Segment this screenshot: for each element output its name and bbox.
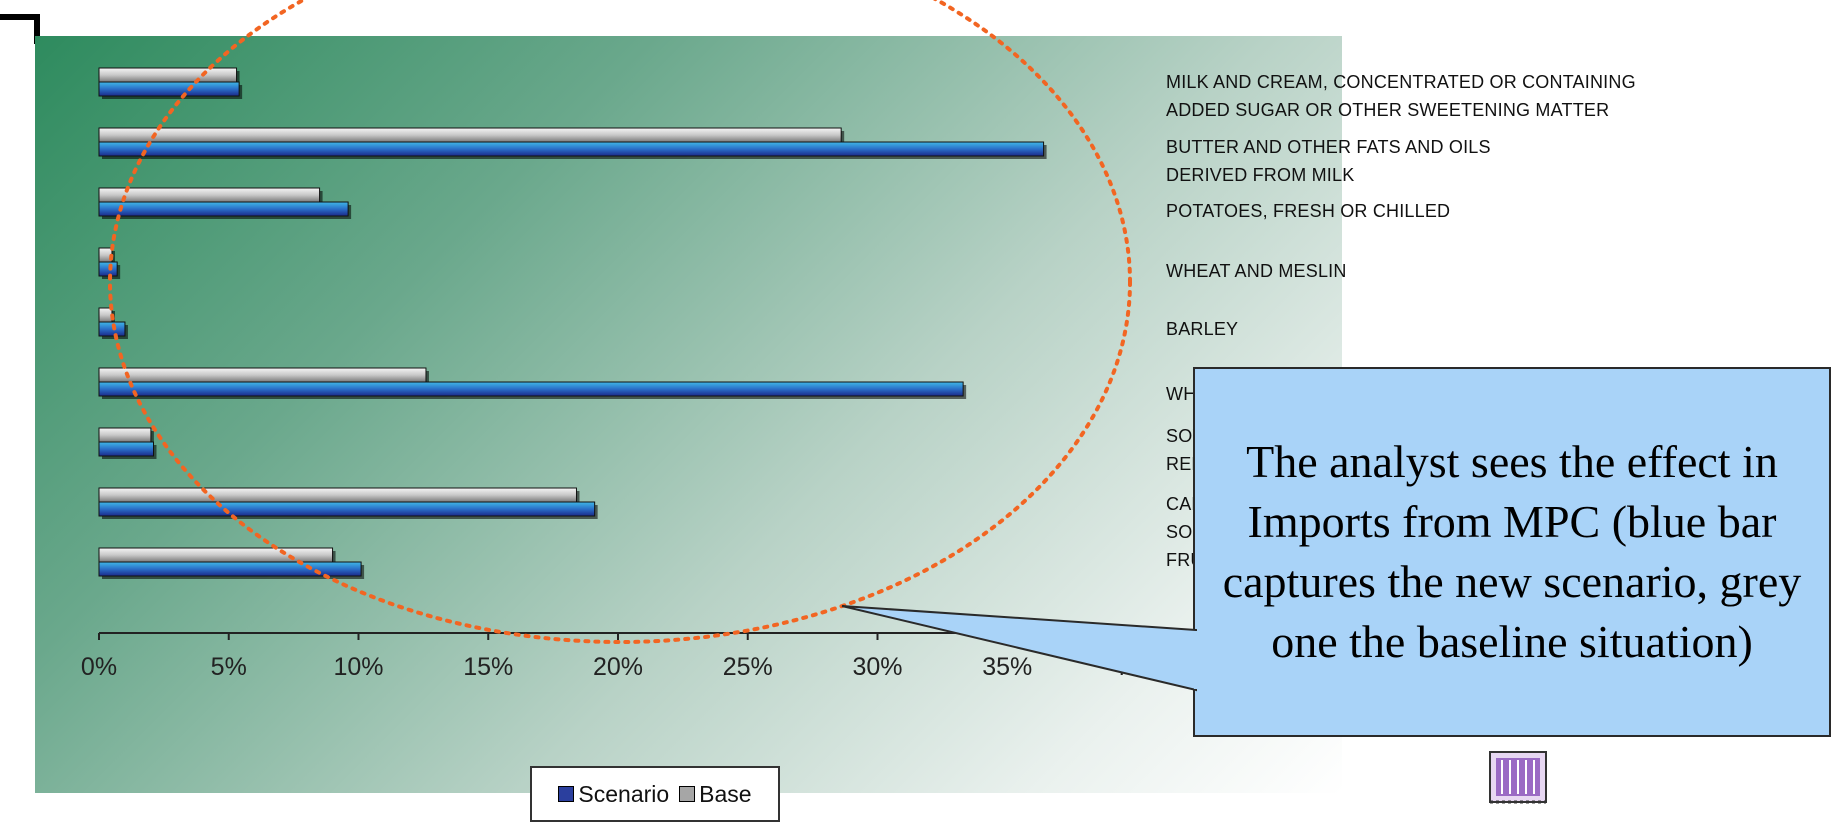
callout-text: The analyst sees the effect in Imports f…	[1222, 436, 1802, 667]
bar-scenario-7	[98, 501, 596, 517]
category-label-1: BUTTER AND OTHER FATS AND OILS DERIVED F…	[1166, 137, 1491, 185]
x-tick-label-2: 10%	[333, 653, 383, 681]
x-tick-label-4: 20%	[593, 653, 643, 681]
bar-scenario-4	[98, 321, 126, 337]
bar-scenario-0	[98, 81, 240, 97]
bar-base-7	[98, 487, 577, 503]
legend-swatch-base	[679, 786, 696, 802]
legend-item-base: Base	[679, 780, 752, 808]
legend-label-base: Base	[699, 780, 752, 807]
bar-base-1	[98, 127, 842, 143]
category-label-2: POTATOES, FRESH OR CHILLED	[1166, 201, 1451, 221]
bar-base-6	[98, 427, 152, 443]
bar-scenario-8	[98, 561, 362, 577]
bar-base-0	[98, 67, 238, 83]
x-tick-label-7: 35%	[982, 653, 1032, 681]
category-label-3: WHEAT AND MESLIN	[1166, 261, 1347, 281]
category-label-0: MILK AND CREAM, CONCENTRATED OR CONTAINI…	[1166, 72, 1636, 120]
x-tick-label-1: 5%	[211, 653, 247, 681]
corner-bracket	[0, 14, 40, 44]
bar-base-2	[98, 187, 321, 203]
callout-box: The analyst sees the effect in Imports f…	[1193, 367, 1831, 737]
legend-label-scenario: Scenario	[578, 780, 670, 807]
bar-scenario-3	[98, 261, 118, 277]
category-label-4: BARLEY	[1166, 319, 1239, 339]
bar-scenario-6	[98, 441, 154, 457]
chart-panel: 0% 5% 10% 15% 20% 25% 30% 35% 40% MILK AND CREAM…	[35, 36, 1636, 822]
x-tick-label-0: 0%	[81, 653, 117, 681]
x-tick-label-5: 25%	[723, 653, 773, 681]
legend-item-scenario: Scenario	[558, 781, 669, 808]
bar-scenario-2	[98, 201, 349, 217]
bar-scenario-5	[98, 381, 964, 397]
chart-legend: Scenario Base	[530, 766, 780, 822]
bar-base-8	[98, 547, 334, 563]
x-tick-label-8: 40%	[1112, 653, 1162, 681]
bar-base-3	[98, 247, 113, 263]
chart-plot: 0% 5% 10% 15% 20% 25% 30% 35% 40%	[81, 67, 1162, 681]
bar-scenario-1	[98, 141, 1045, 157]
x-tick-label-6: 30%	[852, 653, 902, 681]
bar-base-4	[98, 307, 113, 323]
document-icon	[1489, 751, 1547, 804]
legend-swatch-scenario	[558, 786, 575, 802]
x-tick-label-3: 15%	[463, 653, 513, 681]
bar-base-5	[98, 367, 427, 383]
